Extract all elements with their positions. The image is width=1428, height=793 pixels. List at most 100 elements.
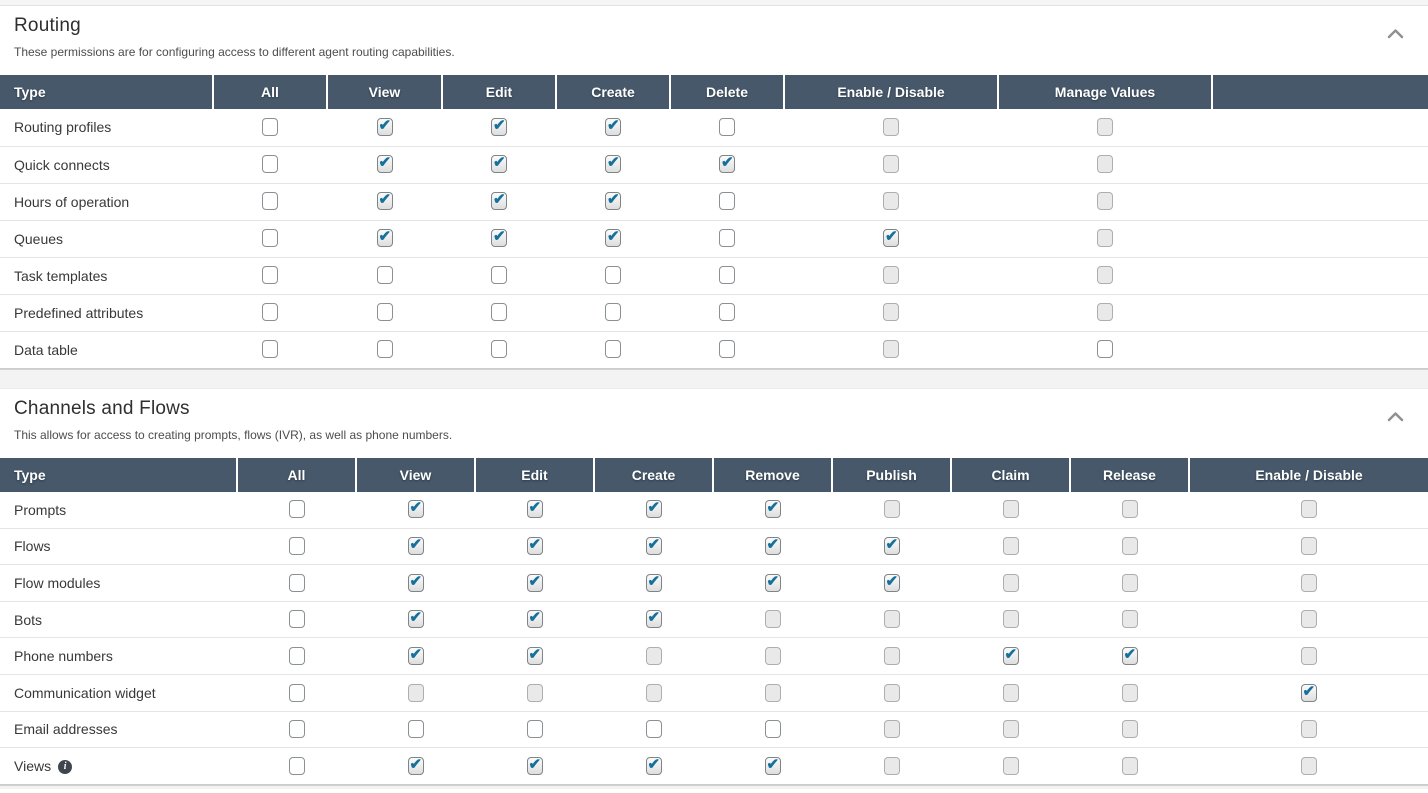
- checkbox[interactable]: [288, 610, 305, 629]
- checkbox[interactable]: [407, 608, 424, 629]
- checkbox[interactable]: [376, 266, 393, 285]
- checkbox-cell: [1189, 564, 1428, 602]
- checkbox-cell: [713, 674, 832, 712]
- checkbox[interactable]: [288, 500, 305, 519]
- checkbox[interactable]: [526, 535, 543, 556]
- checkbox[interactable]: [262, 118, 278, 137]
- checkbox[interactable]: [407, 720, 424, 739]
- checkbox[interactable]: [262, 192, 278, 211]
- checkbox[interactable]: [605, 227, 621, 248]
- checkbox[interactable]: [376, 303, 393, 322]
- column-header-manage-values: Manage Values: [998, 75, 1213, 109]
- checkbox[interactable]: [764, 535, 781, 556]
- checkbox[interactable]: [719, 192, 735, 211]
- checkbox[interactable]: [407, 645, 424, 666]
- table-row: Views i: [0, 748, 1428, 785]
- checkbox[interactable]: [491, 227, 507, 248]
- checkbox: [1300, 610, 1317, 629]
- checkbox[interactable]: [605, 153, 621, 174]
- checkbox[interactable]: [764, 720, 781, 739]
- checkbox: [1097, 303, 1113, 322]
- checkbox[interactable]: [605, 303, 621, 322]
- checkbox[interactable]: [719, 340, 735, 359]
- checkbox[interactable]: [491, 190, 507, 211]
- checkbox[interactable]: [764, 755, 781, 775]
- checkbox[interactable]: [491, 153, 507, 174]
- checkbox[interactable]: [262, 155, 278, 174]
- checkbox[interactable]: [288, 647, 305, 666]
- checkbox[interactable]: [719, 118, 735, 137]
- checkbox[interactable]: [883, 535, 900, 556]
- checkbox[interactable]: [526, 755, 543, 775]
- checkbox[interactable]: [407, 535, 424, 556]
- checkbox: [1002, 610, 1019, 629]
- checkbox-cell: [594, 637, 713, 675]
- checkbox[interactable]: [262, 303, 278, 322]
- column-header-create: Create: [594, 457, 714, 492]
- collapse-section-button[interactable]: [1385, 408, 1406, 427]
- row-label-cell: Email addresses: [0, 711, 237, 749]
- checkbox[interactable]: [645, 755, 662, 775]
- checkbox[interactable]: [491, 340, 507, 359]
- checkbox[interactable]: [526, 645, 543, 666]
- checkbox[interactable]: [526, 720, 543, 739]
- checkbox[interactable]: [288, 573, 305, 592]
- checkbox[interactable]: [1121, 645, 1138, 666]
- checkbox-cell: [998, 146, 1212, 184]
- checkbox[interactable]: [376, 227, 393, 248]
- checkbox[interactable]: [645, 608, 662, 629]
- checkbox[interactable]: [376, 153, 393, 174]
- checkbox[interactable]: [645, 535, 662, 556]
- checkbox[interactable]: [491, 266, 507, 285]
- checkbox-cell: [1189, 491, 1428, 529]
- checkbox[interactable]: [288, 756, 305, 775]
- checkbox[interactable]: [491, 116, 507, 137]
- checkbox-cell: [998, 109, 1212, 147]
- checkbox[interactable]: [376, 190, 393, 211]
- checkbox[interactable]: [605, 340, 621, 359]
- collapse-section-button[interactable]: [1385, 25, 1406, 44]
- checkbox[interactable]: [262, 266, 278, 285]
- checkbox-cell: [784, 146, 998, 184]
- checkbox[interactable]: [719, 303, 735, 322]
- checkbox: [883, 500, 900, 519]
- checkbox[interactable]: [605, 116, 621, 137]
- checkbox[interactable]: [526, 498, 543, 519]
- row-label-cell: Quick connects: [0, 146, 213, 184]
- checkbox[interactable]: [1002, 645, 1019, 666]
- checkbox[interactable]: [645, 720, 662, 739]
- checkbox[interactable]: [288, 683, 305, 702]
- checkbox[interactable]: [764, 498, 781, 519]
- checkbox-cell: [556, 220, 670, 258]
- checkbox[interactable]: [1300, 682, 1317, 702]
- checkbox[interactable]: [526, 572, 543, 592]
- checkbox[interactable]: [407, 498, 424, 519]
- checkbox[interactable]: [719, 229, 735, 248]
- checkbox-cell: [556, 257, 670, 295]
- checkbox[interactable]: [719, 266, 735, 285]
- checkbox[interactable]: [262, 229, 278, 248]
- checkbox[interactable]: [376, 116, 393, 137]
- checkbox[interactable]: [407, 572, 424, 592]
- checkbox-cell: [475, 711, 594, 749]
- checkbox[interactable]: [376, 340, 393, 359]
- checkbox[interactable]: [407, 755, 424, 775]
- checkbox[interactable]: [645, 572, 662, 592]
- checkbox-cell: [1212, 146, 1428, 184]
- checkbox[interactable]: [764, 572, 781, 592]
- checkbox-cell: [670, 331, 784, 368]
- info-icon[interactable]: i: [58, 760, 73, 775]
- checkbox[interactable]: [288, 720, 305, 739]
- checkbox[interactable]: [1097, 340, 1113, 359]
- checkbox: [1097, 155, 1113, 174]
- checkbox[interactable]: [645, 498, 662, 519]
- checkbox[interactable]: [883, 227, 899, 248]
- checkbox[interactable]: [288, 537, 305, 556]
- checkbox[interactable]: [526, 608, 543, 629]
- checkbox[interactable]: [262, 340, 278, 359]
- checkbox[interactable]: [605, 190, 621, 211]
- checkbox[interactable]: [883, 572, 900, 592]
- checkbox[interactable]: [719, 153, 735, 174]
- checkbox[interactable]: [491, 303, 507, 322]
- checkbox[interactable]: [605, 266, 621, 285]
